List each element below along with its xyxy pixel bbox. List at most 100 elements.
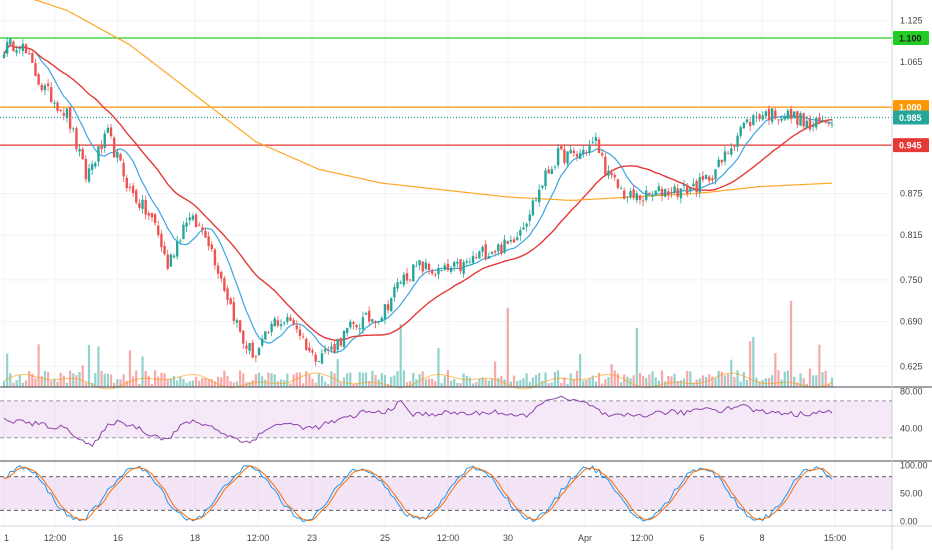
candle-body: [739, 127, 742, 136]
candle-body: [112, 137, 116, 158]
volume-bar: [563, 377, 566, 387]
volume-bar: [346, 373, 349, 387]
time-tick-label: 1: [4, 533, 9, 543]
candle-body: [808, 118, 812, 130]
volume-bar: [204, 377, 207, 387]
volume-bar: [506, 307, 509, 387]
volume-bar: [150, 383, 154, 387]
candle-body: [648, 192, 651, 195]
volume-bar: [654, 377, 657, 387]
candle-body: [56, 102, 59, 111]
volume-bar: [261, 376, 264, 387]
candle-body: [251, 342, 254, 358]
volume-bar: [824, 370, 827, 387]
volume-bar: [412, 372, 415, 387]
candle-body: [660, 188, 664, 197]
volume-bar: [264, 379, 267, 387]
candle-body: [736, 135, 739, 147]
volume-bar: [320, 375, 324, 387]
candle-body: [793, 111, 796, 118]
candle-body: [415, 265, 418, 267]
candle-body: [427, 264, 431, 270]
candle-body: [84, 158, 88, 180]
candle-body: [682, 184, 686, 186]
candle-body: [21, 43, 25, 51]
candle-body: [103, 133, 106, 148]
candle-body: [638, 195, 642, 200]
volume-bar: [402, 370, 405, 387]
volume-bar: [789, 300, 793, 387]
volume-bar: [207, 378, 210, 387]
candle-body: [717, 159, 720, 167]
volume-bar: [490, 378, 494, 387]
candle-body: [538, 189, 541, 203]
candle-body: [805, 120, 809, 128]
volume-bar: [446, 370, 450, 387]
volume-bar: [582, 380, 585, 387]
candle-body: [194, 214, 198, 228]
volume-bar: [752, 336, 755, 387]
volume-bar: [468, 377, 472, 387]
candle-body: [604, 156, 607, 175]
candle-body: [2, 54, 6, 58]
volume-bar: [749, 341, 752, 387]
volume-bar: [597, 372, 601, 387]
candle-body: [818, 117, 821, 122]
volume-bar: [349, 372, 352, 387]
candle-body: [440, 270, 443, 271]
volume-bar: [138, 383, 141, 387]
volume-bar: [188, 381, 191, 387]
candle-body: [295, 325, 298, 330]
candle-body: [153, 214, 157, 224]
candle-body: [358, 328, 361, 330]
candle-body: [188, 217, 191, 221]
time-tick-label: Apr: [578, 533, 592, 543]
volume-bar: [588, 378, 591, 387]
volume-bar: [37, 344, 40, 387]
volume-bar: [764, 378, 767, 387]
candle-body: [141, 199, 144, 209]
volume-bar: [686, 370, 689, 387]
candle-body: [500, 244, 503, 254]
rsi-line: [3, 395, 833, 448]
candle-body: [815, 117, 818, 128]
candle-body: [827, 123, 831, 124]
volume-bar: [267, 372, 270, 387]
candle-body: [248, 343, 251, 351]
volume-bar: [497, 377, 500, 387]
candle-body: [333, 344, 336, 352]
volume-bar: [509, 381, 512, 387]
candle-body: [761, 115, 764, 120]
volume-bar: [317, 373, 320, 387]
candle-body: [308, 347, 311, 351]
candle-body: [267, 332, 270, 334]
candle-body: [572, 150, 576, 154]
volume-bar: [31, 373, 34, 387]
candle-body: [78, 148, 81, 152]
volume-bar: [191, 380, 194, 387]
candle-body: [613, 175, 616, 178]
candle-body: [273, 318, 276, 327]
volume-bar: [431, 378, 434, 387]
candle-body: [657, 186, 661, 192]
price-label-text: 0.945: [899, 141, 922, 151]
volume-bar: [84, 382, 87, 387]
volume-bar: [733, 377, 736, 387]
volume-bar: [172, 375, 176, 387]
volume-bar: [9, 373, 12, 387]
candle-body: [582, 149, 585, 155]
candle-body: [125, 177, 128, 189]
price-label-badge: 0.945: [893, 138, 929, 153]
volume-bar: [812, 375, 815, 387]
candle-body: [534, 199, 538, 201]
volume-bar: [59, 372, 62, 387]
volume-bar: [449, 380, 453, 387]
volume-bar: [393, 375, 396, 387]
price-tick-label: 0.815: [900, 230, 923, 240]
candle-body: [629, 191, 632, 197]
volume-bar: [311, 378, 314, 387]
candle-body: [342, 330, 346, 347]
volume-bar: [780, 379, 783, 387]
